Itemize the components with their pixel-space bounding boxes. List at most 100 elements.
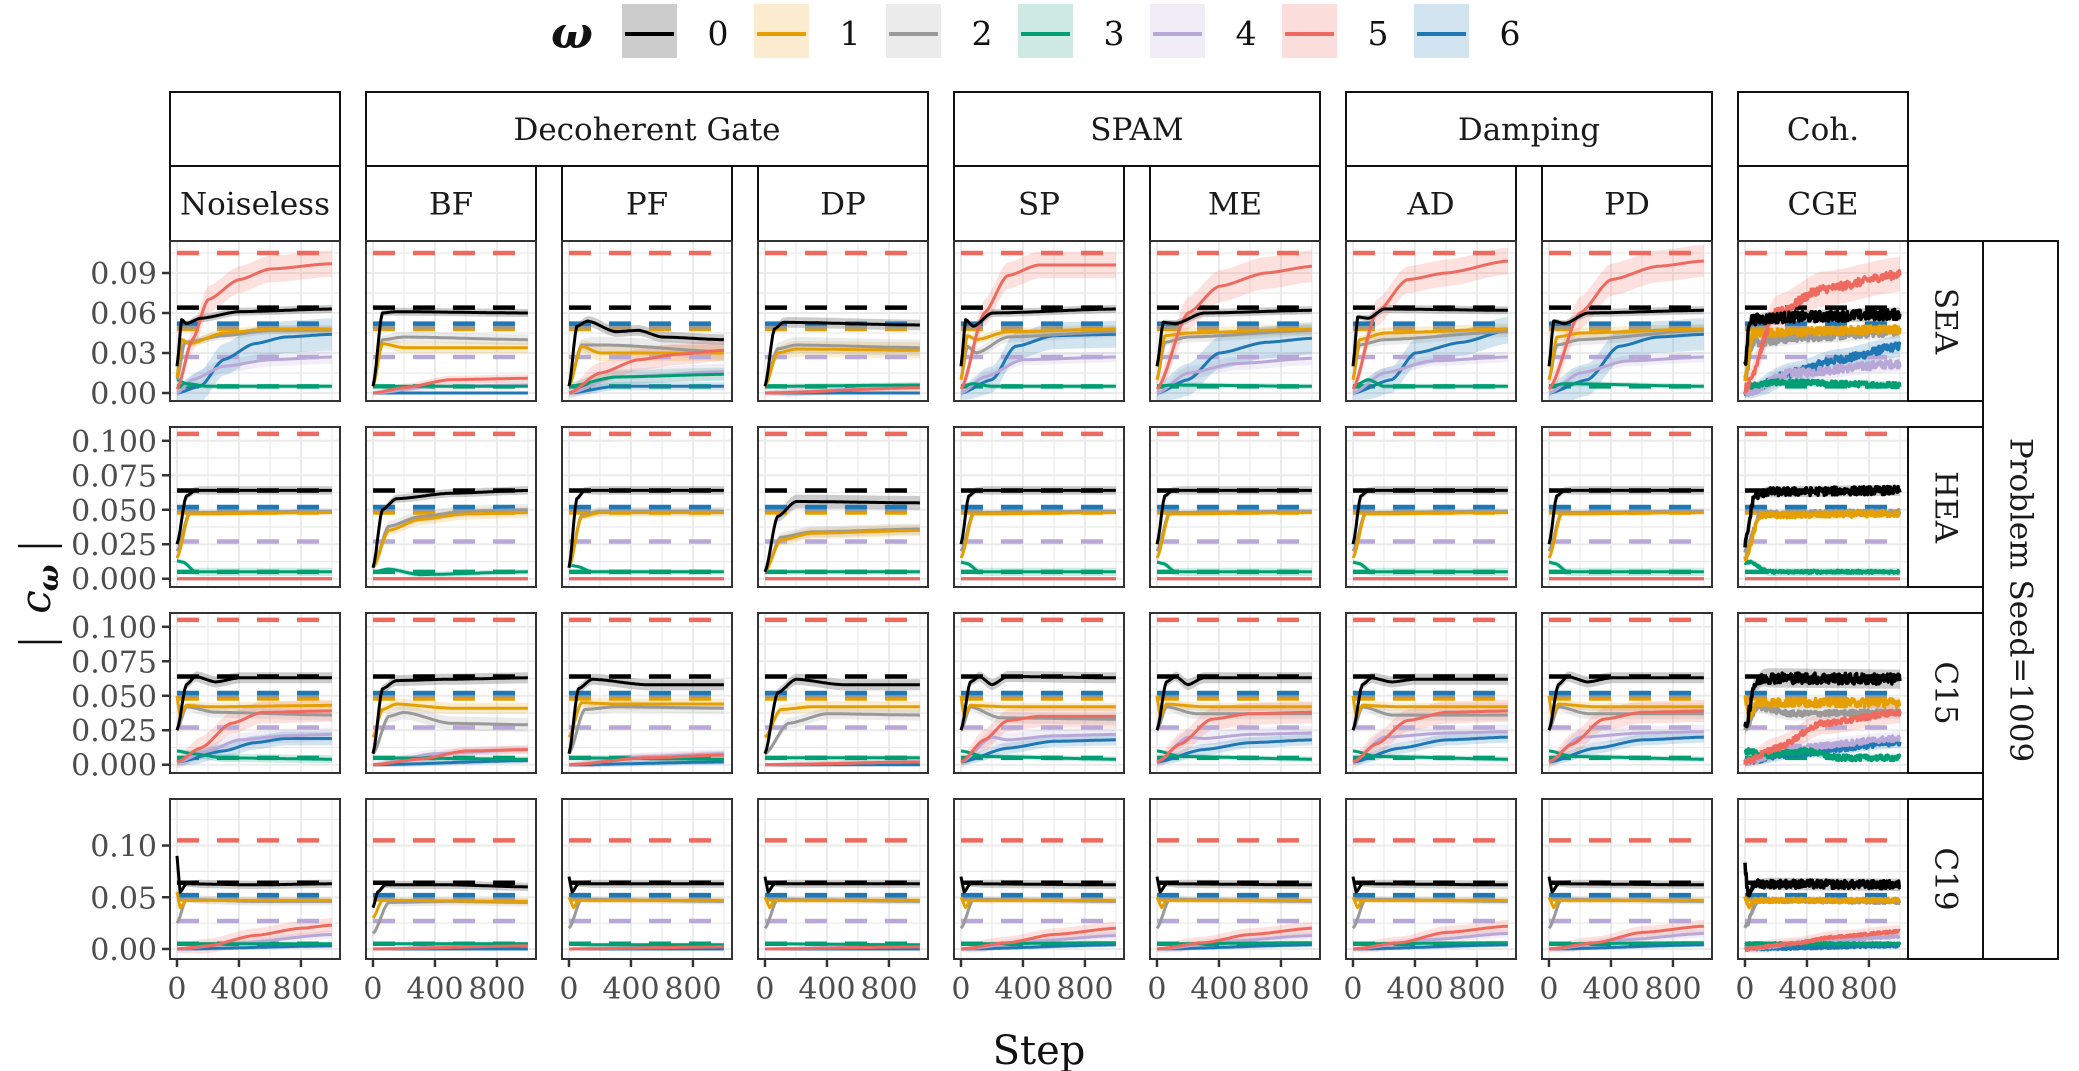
column-label: DP xyxy=(820,187,866,223)
x-tick-label: 0 xyxy=(1539,972,1558,1007)
panels xyxy=(169,240,1909,960)
panel-border xyxy=(561,240,733,402)
line-series-0 xyxy=(1155,876,1312,894)
line-series-3 xyxy=(1157,383,1312,388)
panel-c15-ad xyxy=(1345,612,1517,774)
x-tick-label: 800 xyxy=(1448,972,1505,1007)
gridlines xyxy=(1738,799,1908,959)
line-series-3 xyxy=(176,559,332,574)
panel-hea-sp xyxy=(953,426,1125,588)
x-tick-label: 800 xyxy=(272,972,329,1007)
column-label: ME xyxy=(1208,187,1262,223)
line-series-3 xyxy=(1743,559,1902,575)
line-series-5 xyxy=(1156,710,1312,764)
panel-border xyxy=(757,612,929,774)
line-series-5 xyxy=(569,753,724,767)
line-series-6 xyxy=(1548,735,1704,764)
y-tick-label: 0.03 xyxy=(90,337,157,372)
line-series-6 xyxy=(961,943,1116,951)
line-series-1 xyxy=(1155,695,1312,718)
y-tick-label: 0.075 xyxy=(71,645,157,680)
line-series-6 xyxy=(960,738,1116,764)
line-series-1 xyxy=(371,702,528,738)
line-series-0 xyxy=(1547,488,1704,545)
panel-border xyxy=(365,798,537,960)
line-series-1 xyxy=(959,896,1116,910)
ribbon-series-4 xyxy=(1353,351,1508,396)
y-axis-title: cω xyxy=(11,544,65,644)
ribbon-series-0 xyxy=(177,671,332,733)
x-axis-pd: 0 400 800 xyxy=(1539,959,1702,1007)
column-label: SP xyxy=(1018,187,1060,223)
line-series-1 xyxy=(1743,324,1902,382)
line-series-3 xyxy=(568,942,724,947)
ribbon-series-4 xyxy=(1549,351,1704,396)
ribbon-series-0 xyxy=(1549,671,1704,733)
panel-hea-me xyxy=(1149,426,1321,588)
panel-hea-dp xyxy=(757,426,929,588)
column-strip-ad: AD xyxy=(1345,165,1517,242)
ribbon-series-4 xyxy=(1157,351,1312,397)
line-series-0 xyxy=(175,307,332,367)
line-series-3 xyxy=(960,560,1116,574)
legend-title: ω xyxy=(551,8,593,59)
column-group-label: Decoherent Gate xyxy=(513,112,780,148)
panel-background xyxy=(954,799,1124,959)
x-tick-label: 0 xyxy=(559,972,578,1007)
panel-border xyxy=(953,612,1125,774)
panel-border xyxy=(1541,612,1713,774)
line-series-3 xyxy=(1353,941,1508,946)
line-series-0 xyxy=(959,307,1116,367)
legend-key-fill xyxy=(622,4,677,58)
legend-item-4: 4 xyxy=(1150,4,1257,58)
panel-sea-noiseless xyxy=(169,240,341,402)
panel-border xyxy=(1541,426,1713,588)
line-series-0 xyxy=(371,310,528,387)
line-series-0 xyxy=(1155,674,1312,731)
x-axis-bf: 0 400 800 xyxy=(363,959,526,1007)
panel-border xyxy=(365,612,537,774)
legend-label: 3 xyxy=(1104,14,1125,53)
ribbon-series-1 xyxy=(765,701,920,740)
line-series-1 xyxy=(1547,695,1704,718)
line-series-1 xyxy=(1743,896,1902,910)
line-series-4 xyxy=(1548,355,1704,395)
line-series-1 xyxy=(1743,509,1902,562)
line-series-5 xyxy=(1156,926,1312,951)
x-tick-label: 0 xyxy=(167,972,186,1007)
line-series-4 xyxy=(1156,356,1312,395)
line-series-1 xyxy=(1155,511,1312,559)
ribbon-series-0 xyxy=(765,673,920,757)
ribbon-series-1 xyxy=(765,524,920,575)
y-tick-label: 0.075 xyxy=(71,459,157,494)
x-axis-sp: 0 400 800 xyxy=(951,959,1114,1007)
line-series-1 xyxy=(959,511,1116,559)
ribbon-series-0 xyxy=(177,305,332,369)
line-series-3 xyxy=(1743,377,1902,391)
y-tick-label: 0.025 xyxy=(71,714,157,749)
line-series-3 xyxy=(373,756,528,761)
line-series-0 xyxy=(1351,488,1508,545)
panel-background xyxy=(170,799,340,959)
legend-key-fill xyxy=(886,4,941,58)
line-series-2 xyxy=(1155,328,1312,381)
line-series-4 xyxy=(960,355,1116,395)
line-series-3 xyxy=(960,749,1116,761)
ribbon-series-5 xyxy=(961,705,1116,768)
line-series-1 xyxy=(175,327,332,378)
line-series-3 xyxy=(765,383,920,388)
panel-sea-pf xyxy=(561,240,733,402)
x-tick-label: 400 xyxy=(1386,972,1443,1007)
panel-border xyxy=(169,426,341,588)
line-series-1 xyxy=(1351,511,1508,559)
line-series-3 xyxy=(1743,746,1902,763)
ribbon-series-5 xyxy=(177,250,332,396)
y-tick-label: 0.025 xyxy=(71,528,157,563)
line-series-2 xyxy=(959,705,1116,731)
panel-border xyxy=(953,426,1125,588)
panel-background xyxy=(1346,241,1516,401)
line-series-3 xyxy=(1548,560,1704,574)
panel-c19-noiseless xyxy=(169,798,341,960)
line-series-1 xyxy=(763,528,920,573)
ribbon-series-0 xyxy=(961,305,1116,369)
